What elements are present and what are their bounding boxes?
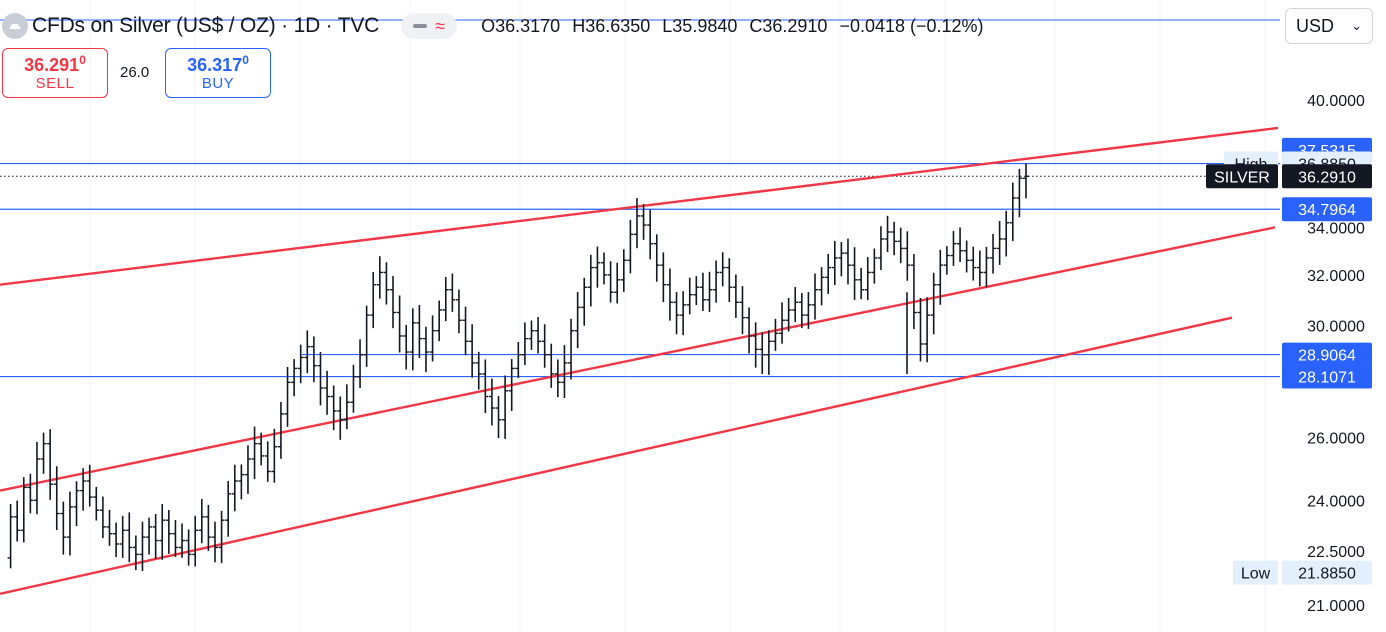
low-value: L35.9840 [662,15,738,36]
sell-price: 36.2910 [24,52,86,75]
price-axis-tick: 24.0000 [1307,493,1365,510]
price-tag-bg [1233,560,1278,585]
price-label: 21.8850 [1298,566,1356,583]
buy-label: BUY [201,74,235,92]
ohlc-values: O36.3170 H36.6350 L35.9840 C36.2910 −0.0… [481,16,983,37]
close-value: C36.2910 [749,15,828,36]
price-tag: SILVER [1214,169,1270,186]
price-label-bg [1282,560,1372,585]
price-label: 28.9064 [1298,348,1356,365]
spread-value: 26.0 [120,64,150,81]
price-tag: Low [1241,566,1271,583]
price-label-bg [1282,197,1372,222]
price-label: 28.1071 [1298,370,1356,387]
channel-line-lower [0,316,1233,596]
indicator-toggle[interactable]: ≈ [401,13,458,39]
sell-button[interactable]: 36.2910 SELL [2,48,108,98]
open-value: O36.3170 [481,15,561,36]
price-axis-tick: 22.5000 [1307,544,1365,561]
price-label-bg [1282,342,1372,367]
price-label: 34.7964 [1298,202,1356,219]
price-axis-bg [1280,0,1386,632]
price-axis-tick: 30.0000 [1307,318,1365,335]
chevron-down-icon: ⌄ [1351,18,1362,33]
high-value: H36.6350 [572,15,651,36]
price-label-bg [1282,364,1372,389]
price-axis-tick: 26.0000 [1307,431,1365,448]
price-axis-tick: 32.0000 [1307,268,1365,285]
buy-price: 36.3170 [187,52,249,75]
wave-icon: ≈ [435,16,446,36]
price-axis-tick: 34.0000 [1307,220,1365,237]
price-tag-bg [1206,164,1278,189]
buy-button[interactable]: 36.3170 BUY [165,48,271,98]
sell-label: SELL [35,74,75,92]
price-axis-tick: 40.0000 [1307,93,1365,110]
channel-line-upper [0,126,1279,286]
symbol-header: CFDs on Silver (US$ / OZ) · 1D · TVC ≈ O… [0,8,984,44]
channel-line-middle [0,226,1276,492]
change-value: −0.0418 (−0.12%) [839,15,984,36]
ohlc-bars [7,163,1029,571]
collapse-icon [413,24,428,28]
symbol-title[interactable]: CFDs on Silver (US$ / OZ) · 1D · TVC [32,14,380,37]
price-label-bg [1282,164,1372,189]
silver-symbol-icon [2,13,28,39]
currency-label: USD [1296,15,1335,36]
price-label: 36.2910 [1298,169,1356,186]
currency-select[interactable]: USD ⌄ [1285,8,1373,44]
price-axis-tick: 21.0000 [1307,598,1365,615]
